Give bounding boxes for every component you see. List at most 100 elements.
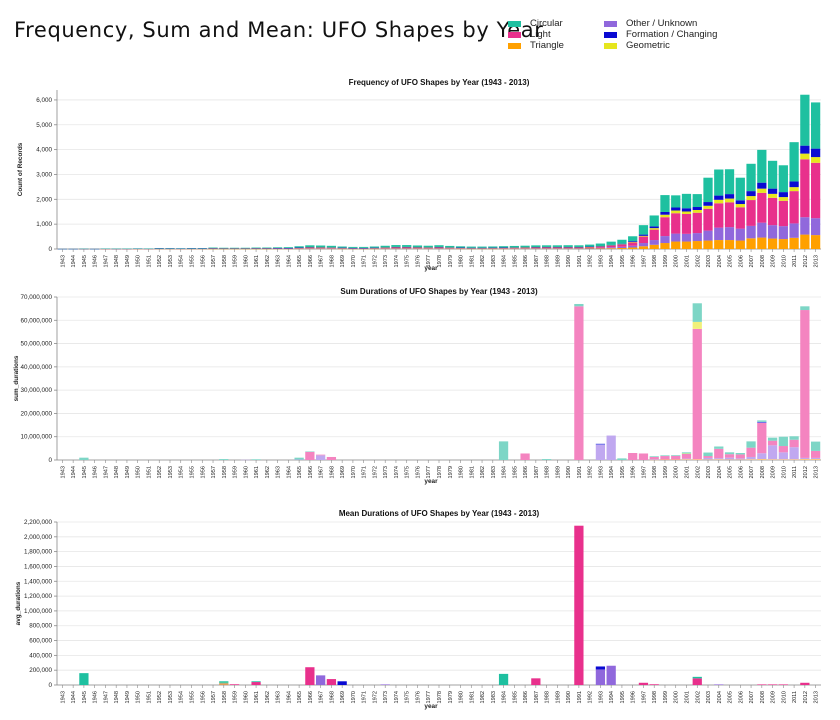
bar-circular-1963	[272, 247, 283, 249]
x-tick-label: 2000	[674, 691, 680, 703]
x-tick-label: 1955	[190, 466, 196, 478]
x-tick-label: 1951	[146, 691, 152, 703]
x-tick-label: 1967	[319, 255, 325, 267]
x-tick-label: 1993	[598, 466, 604, 478]
bar-light-2004	[714, 203, 724, 228]
bar-other-unknown-2011	[789, 447, 799, 460]
bar-light-2010	[778, 200, 788, 227]
bar-circular-1999	[660, 195, 670, 212]
x-tick-label: 1996	[631, 255, 637, 267]
bar-light-1986	[520, 247, 530, 249]
x-tick-label: 1965	[297, 691, 303, 703]
y-tick-label: 1,000	[36, 221, 52, 228]
bar-geometric-1998	[649, 228, 659, 230]
x-tick-label: 1950	[136, 691, 142, 703]
x-tick-label: 2011	[792, 691, 798, 703]
x-tick-label: 1954	[179, 255, 185, 267]
bar-light-2008	[757, 192, 767, 223]
bar-geometric-2005	[724, 198, 735, 203]
bar-circular-2008	[757, 149, 767, 183]
bar-geometric-2006	[735, 204, 745, 208]
bar-geometric-2008	[757, 188, 767, 193]
bar-geometric-2013	[810, 157, 821, 163]
y-tick-label: 400,000	[29, 652, 52, 659]
x-tick-label: 1994	[609, 255, 615, 267]
x-tick-label: 2013	[814, 466, 820, 478]
bar-other-unknown-2010	[778, 452, 788, 460]
x-tick-label: 1983	[491, 466, 497, 478]
x-tick-label: 2008	[760, 255, 766, 267]
bar-other-unknown-1967	[316, 675, 326, 685]
bar-circular-1958	[219, 681, 229, 683]
x-tick-label: 1980	[459, 255, 465, 267]
bar-formation-changing-2013	[810, 148, 821, 158]
x-tick-label: 1963	[276, 255, 282, 267]
x-tick-label: 1958	[222, 691, 228, 703]
x-axis-label: year	[424, 703, 438, 710]
x-tick-label: 1951	[146, 255, 152, 267]
bar-triangle-2004	[714, 459, 724, 460]
bar-circular-1996	[628, 236, 638, 242]
x-tick-label: 1957	[211, 255, 217, 267]
x-tick-label: 2005	[728, 466, 734, 478]
bar-light-1968	[326, 247, 337, 249]
bar-light-1998	[649, 229, 659, 241]
x-tick-label: 2003	[706, 691, 712, 703]
x-tick-label: 1952	[157, 466, 163, 478]
x-tick-label: 1988	[545, 255, 551, 267]
x-tick-label: 1964	[286, 255, 292, 267]
x-tick-label: 1988	[545, 691, 551, 703]
x-tick-label: 1983	[491, 691, 497, 703]
x-tick-label: 1958	[222, 255, 228, 267]
bar-circular-1995	[617, 458, 627, 460]
x-tick-label: 2008	[760, 466, 766, 478]
bar-triangle-1994	[606, 248, 616, 249]
x-tick-label: 1987	[534, 691, 540, 703]
x-tick-label: 1952	[157, 255, 163, 267]
x-tick-label: 2004	[717, 255, 723, 267]
bar-circular-1977	[423, 245, 433, 248]
x-tick-label: 1979	[448, 691, 454, 703]
x-axis-label: year	[424, 478, 438, 485]
bar-circular-2001	[681, 452, 692, 454]
x-tick-label: 1984	[502, 691, 508, 703]
x-tick-label: 1992	[588, 691, 594, 703]
x-tick-label: 1953	[168, 255, 174, 267]
x-tick-label: 1961	[254, 466, 260, 478]
bar-geometric-2011	[789, 187, 799, 192]
x-tick-label: 1946	[93, 255, 99, 267]
x-tick-label: 1987	[534, 255, 540, 267]
bar-light-2012	[800, 682, 810, 685]
bar-other-unknown-2004	[714, 684, 724, 685]
x-tick-label: 1964	[286, 691, 292, 703]
y-tick-label: 0	[48, 682, 52, 689]
bar-light-1999	[660, 456, 670, 460]
bar-other-unknown-2009	[767, 225, 778, 239]
y-tick-label: 1,000,000	[24, 608, 53, 615]
bar-formation-changing-2007	[746, 191, 756, 197]
y-tick-label: 1,400,000	[24, 578, 53, 585]
x-tick-label: 1982	[480, 691, 486, 703]
chart-title: Mean Durations of UFO Shapes by Year (19…	[339, 509, 540, 518]
bar-formation-changing-2003	[703, 202, 713, 206]
bar-light-1991	[574, 525, 584, 685]
bar-light-2005	[724, 202, 735, 228]
bar-circular-1987	[531, 245, 541, 248]
x-tick-label: 1999	[663, 466, 669, 478]
bar-light-2012	[800, 159, 810, 218]
bar-circular-1983	[488, 246, 498, 248]
bar-circular-1945	[79, 673, 89, 685]
bar-circular-1965	[294, 246, 304, 248]
x-tick-label: 1948	[114, 466, 120, 478]
bar-light-2002	[692, 328, 702, 460]
x-tick-label: 1948	[114, 255, 120, 267]
y-axis-label: avg_durations	[15, 581, 22, 625]
bar-geometric-1997	[638, 235, 649, 237]
x-tick-label: 1978	[437, 691, 443, 703]
bar-circular-2002	[692, 676, 702, 679]
x-tick-label: 2010	[781, 466, 787, 478]
bar-light-1959	[229, 684, 240, 685]
x-tick-label: 1944	[71, 466, 77, 478]
x-tick-label: 1986	[523, 466, 529, 478]
x-tick-label: 1954	[179, 691, 185, 703]
